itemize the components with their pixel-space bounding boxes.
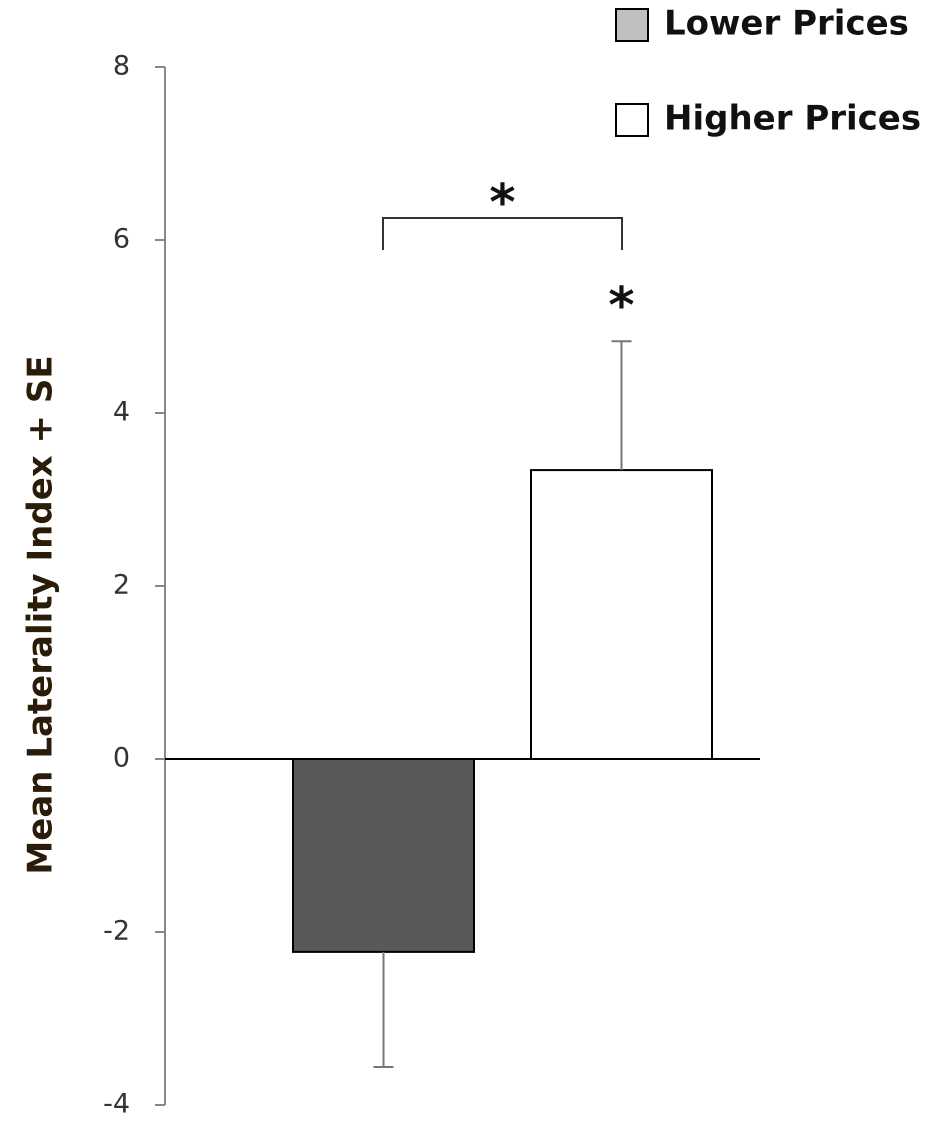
y-tick-label: 8	[113, 51, 130, 82]
bar	[530, 469, 713, 760]
legend-label: Lower Prices	[664, 4, 909, 44]
y-tick-label: 0	[113, 743, 130, 774]
legend-swatch	[615, 103, 649, 137]
significance-bracket	[382, 217, 623, 250]
y-tick-label: 4	[113, 397, 130, 428]
annotation: *	[489, 174, 515, 232]
y-axis-label: Mean Laterality Index + SE	[21, 355, 61, 874]
y-tick-label: 2	[113, 570, 130, 601]
legend-swatch	[615, 8, 649, 42]
y-tick-label: -2	[103, 916, 130, 947]
annotation: *	[608, 277, 634, 335]
y-tick-label: -4	[103, 1089, 130, 1120]
legend-label: Higher Prices	[664, 99, 921, 139]
y-tick-label: 6	[113, 224, 130, 255]
bar	[292, 758, 475, 953]
